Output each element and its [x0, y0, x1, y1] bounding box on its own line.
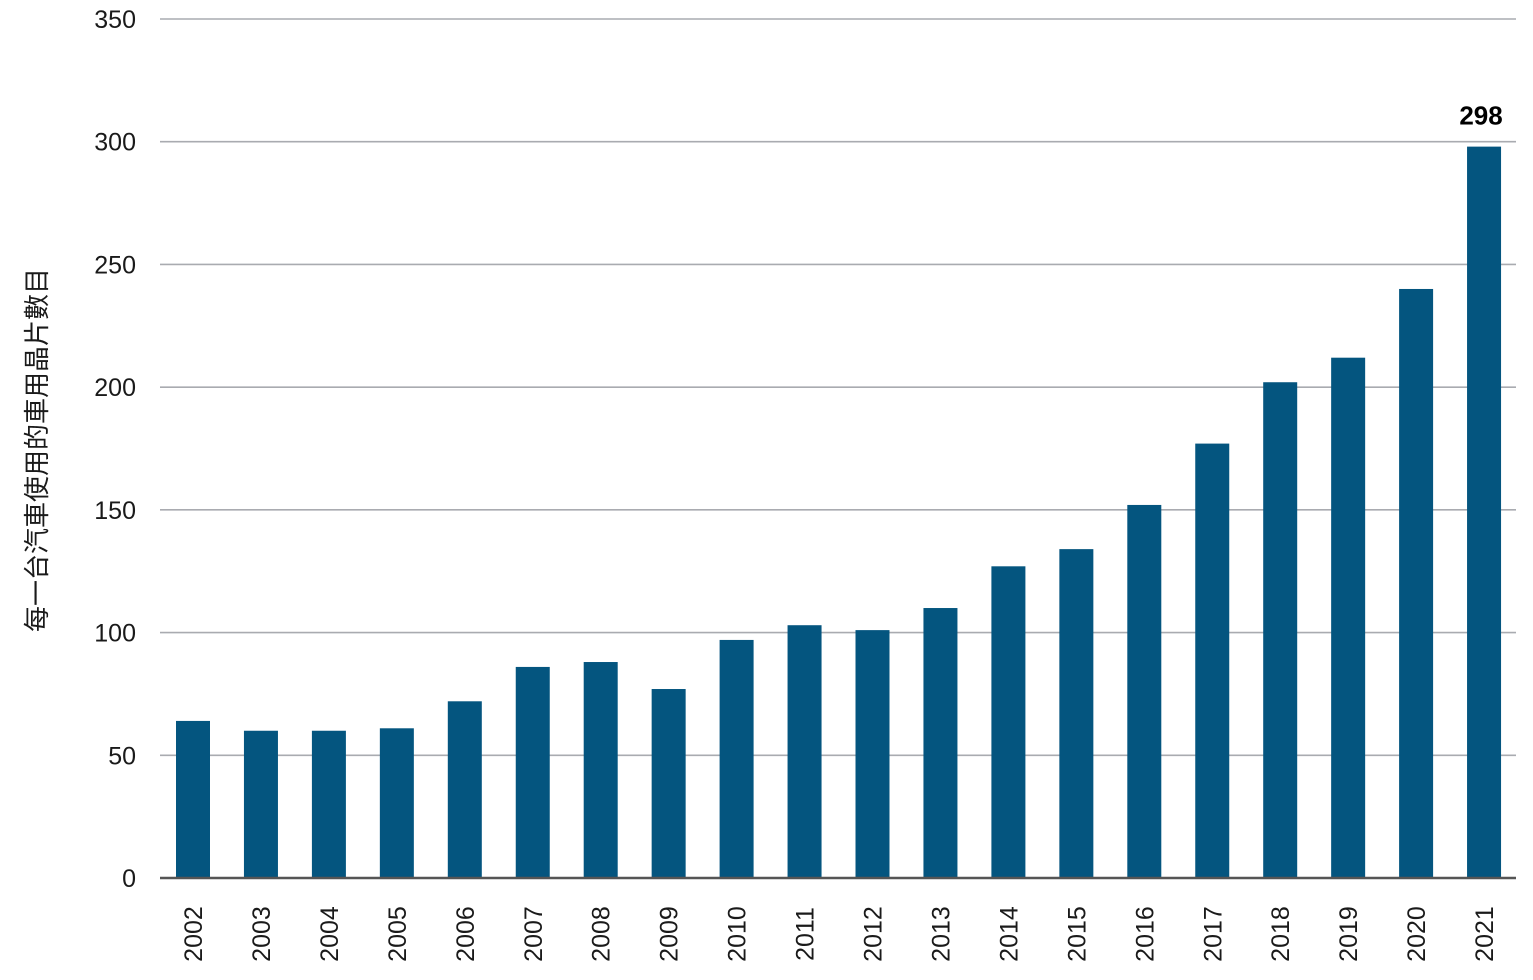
bar-2003	[243, 730, 278, 878]
data-label-2021: 298	[1459, 101, 1502, 131]
y-axis-ticks: 0 50 100 150 200 250 300 350	[94, 6, 136, 893]
bar-2014	[991, 566, 1026, 878]
bar-2017	[1195, 443, 1230, 878]
x-tick-label: 2017	[1199, 906, 1227, 962]
y-tick-label: 200	[94, 374, 136, 402]
y-tick-label: 0	[122, 865, 136, 893]
bar-2009	[651, 689, 686, 878]
gridlines	[160, 18, 1516, 757]
x-tick-label: 2021	[1471, 906, 1499, 962]
bar-2006	[447, 701, 482, 878]
x-tick-label: 2010	[724, 906, 752, 962]
bar-2018	[1263, 382, 1298, 878]
bars	[176, 146, 1502, 879]
x-tick-label: 2005	[384, 906, 412, 962]
x-tick-label: 2014	[995, 906, 1023, 962]
bar-2012	[855, 630, 890, 878]
y-tick-label: 100	[94, 620, 136, 648]
bar-2008	[583, 662, 618, 878]
bar-2010	[719, 639, 754, 878]
bar-2013	[923, 608, 958, 878]
bar-2021	[1467, 146, 1502, 878]
x-tick-label: 2007	[520, 906, 548, 962]
x-tick-label: 2020	[1403, 906, 1431, 962]
x-tick-label: 2006	[452, 906, 480, 962]
x-tick-label: 2008	[588, 906, 616, 962]
y-tick-label: 150	[94, 497, 136, 525]
bar-2002	[176, 720, 210, 878]
x-tick-label: 2004	[316, 906, 344, 962]
x-axis-ticks: 2002 2003 2004 2005 2006 2007 2008 2009 2010 2011…	[180, 906, 1499, 962]
x-tick-label: 2002	[180, 906, 208, 962]
bar-2020	[1399, 288, 1434, 878]
data-labels: 298	[1459, 101, 1502, 131]
x-tick-label: 2015	[1063, 906, 1091, 962]
x-tick-label: 2018	[1267, 906, 1295, 962]
y-tick-label: 50	[108, 742, 136, 770]
x-tick-label: 2011	[792, 907, 820, 961]
bar-2004	[311, 730, 346, 878]
x-tick-label: 2016	[1131, 906, 1159, 962]
y-tick-label: 250	[94, 251, 136, 279]
y-tick-label: 300	[94, 129, 136, 157]
x-tick-label: 2013	[927, 906, 955, 962]
bar-2019	[1331, 357, 1366, 879]
y-axis-label: 每一台汽車使用的車用晶片數目	[23, 268, 53, 632]
x-tick-label: 2019	[1335, 906, 1363, 962]
bar-2016	[1127, 504, 1162, 878]
bar-2005	[379, 728, 414, 878]
y-tick-label: 350	[94, 6, 136, 34]
bar-2007	[515, 666, 550, 878]
bar-2011	[787, 625, 822, 878]
x-tick-label: 2003	[248, 906, 276, 962]
bar-2015	[1059, 549, 1094, 878]
x-tick-label: 2012	[860, 906, 888, 962]
x-tick-label: 2009	[656, 906, 684, 962]
